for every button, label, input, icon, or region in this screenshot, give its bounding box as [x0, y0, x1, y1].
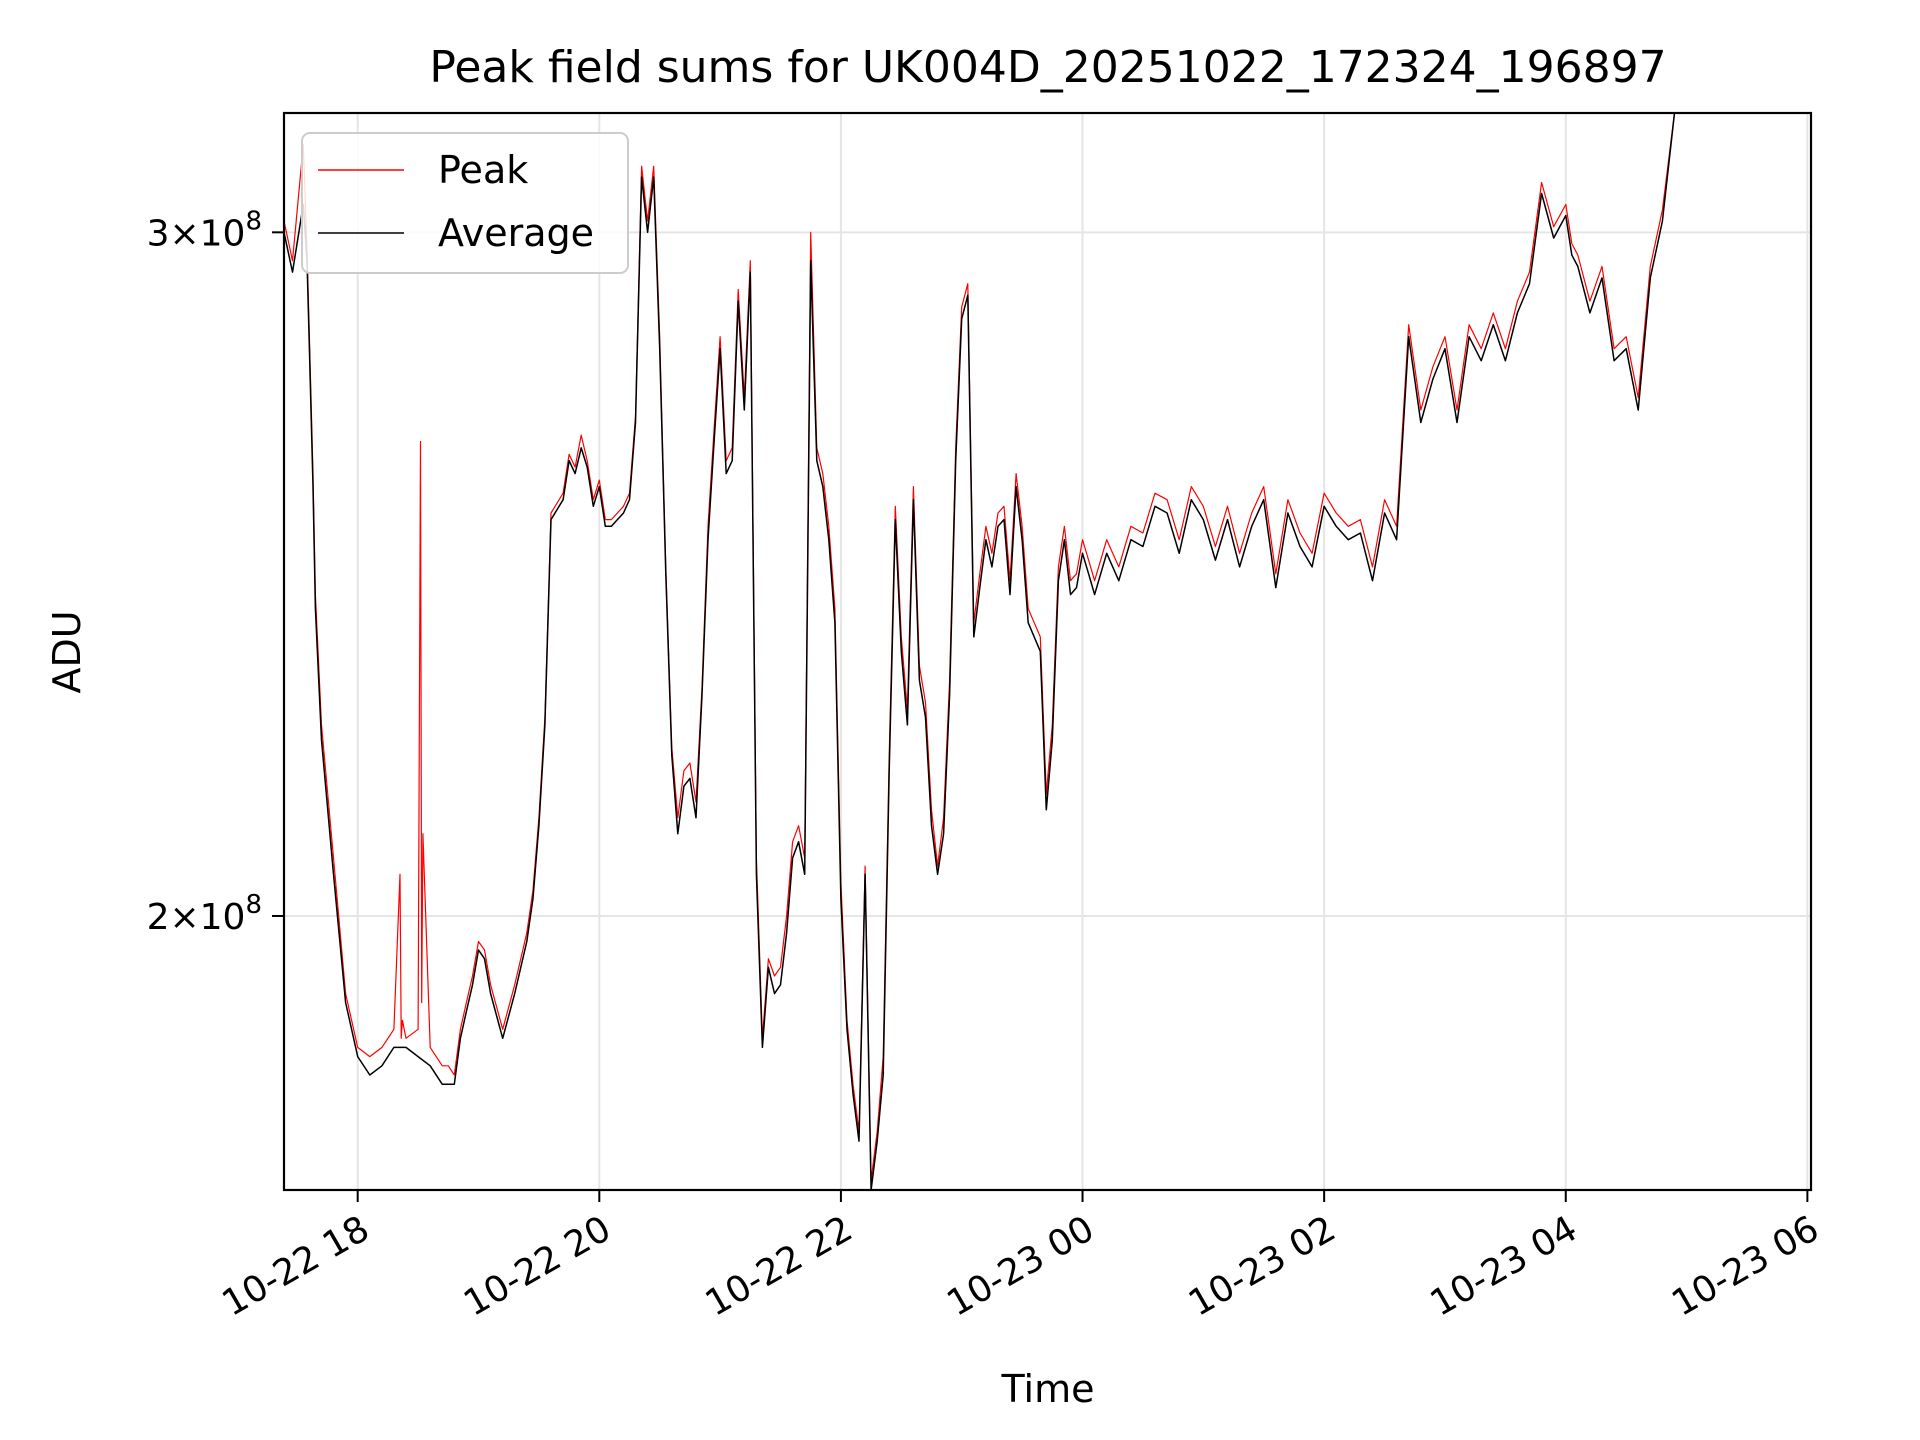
y-axis-label: ADU: [45, 610, 89, 693]
chart-title: Peak field sums for UK004D_20251022_1723…: [429, 42, 1666, 93]
y-tick-label: 2×108: [147, 890, 262, 938]
plot-frame: [282, 111, 1813, 1192]
legend-label-peak: Peak: [438, 148, 528, 192]
x-axis-label: Time: [1001, 1367, 1095, 1411]
legend: Peak Average: [301, 132, 629, 274]
y-tick-label: 3×108: [147, 206, 262, 254]
series-line-average: [283, 112, 1723, 1191]
legend-box: [301, 132, 629, 274]
legend-label-average: Average: [438, 211, 594, 255]
y-axis-ticks: 2×108 3×108: [147, 206, 284, 938]
series-lines: [283, 112, 1723, 1191]
